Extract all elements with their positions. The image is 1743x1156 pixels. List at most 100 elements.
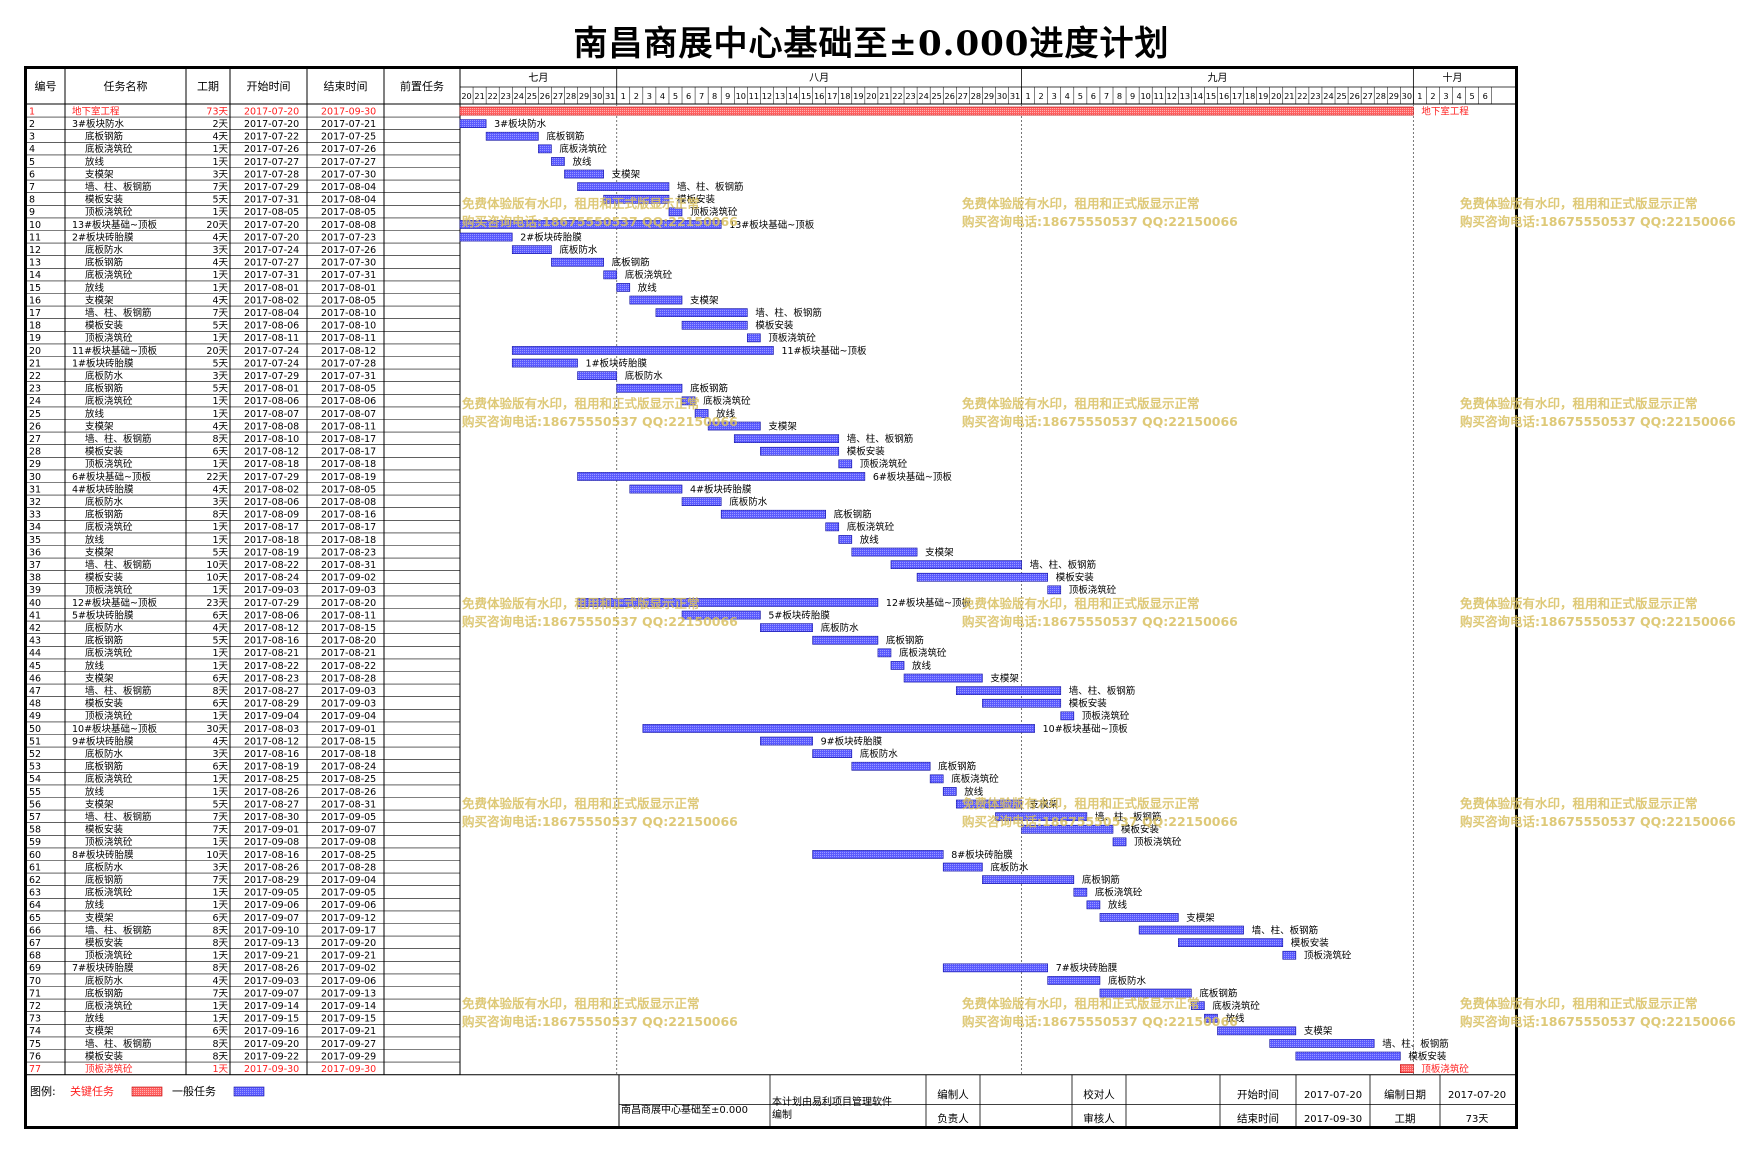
task-bar[interactable] bbox=[577, 598, 879, 607]
task-bar[interactable] bbox=[733, 434, 840, 444]
task-bar[interactable] bbox=[838, 535, 853, 544]
task-bar[interactable] bbox=[1099, 988, 1192, 998]
table-row[interactable]: 3 底板钢筋 4天 2017-07-22 2017-07-25 bbox=[26, 131, 460, 143]
task-bar[interactable] bbox=[511, 245, 552, 255]
task-bar[interactable] bbox=[681, 610, 761, 620]
task-bar[interactable] bbox=[551, 257, 604, 267]
table-row[interactable]: 60 8#板块砖胎膜 10天 2017-08-16 2017-08-25 bbox=[26, 849, 460, 861]
task-bar[interactable] bbox=[720, 509, 826, 519]
task-bar[interactable] bbox=[511, 346, 774, 355]
table-row[interactable]: 29 顶板浇筑砼 1天 2017-08-18 2017-08-18 bbox=[26, 458, 460, 470]
task-bar[interactable] bbox=[616, 383, 683, 393]
task-bar[interactable] bbox=[707, 421, 761, 431]
task-bar[interactable] bbox=[942, 862, 983, 872]
task-bar[interactable] bbox=[564, 169, 604, 179]
table-row[interactable]: 24 底板浇筑砼 1天 2017-08-06 2017-08-06 bbox=[26, 395, 460, 407]
table-row[interactable]: 25 放线 1天 2017-08-07 2017-08-07 bbox=[26, 408, 460, 420]
task-bar[interactable] bbox=[995, 812, 1088, 821]
task-bar[interactable] bbox=[485, 131, 539, 141]
task-bar[interactable] bbox=[1400, 1064, 1414, 1073]
table-row[interactable]: 12 底板防水 3天 2017-07-24 2017-07-26 bbox=[26, 244, 460, 256]
table-row[interactable]: 31 4#板块砖胎膜 4天 2017-08-02 2017-08-05 bbox=[26, 483, 460, 496]
task-bar[interactable] bbox=[1191, 1001, 1205, 1010]
task-bar[interactable] bbox=[812, 850, 944, 859]
task-bar[interactable] bbox=[1021, 824, 1114, 834]
table-row[interactable]: 63 底板浇筑砼 1天 2017-09-05 2017-09-05 bbox=[26, 887, 460, 899]
table-row[interactable]: 41 5#板块砖胎膜 6天 2017-08-06 2017-08-11 bbox=[26, 609, 460, 621]
task-bar[interactable] bbox=[577, 371, 618, 381]
table-row[interactable]: 66 墙、柱、板钢筋 8天 2017-09-10 2017-09-17 bbox=[26, 924, 460, 936]
table-row[interactable]: 16 支模架 4天 2017-08-02 2017-08-05 bbox=[26, 294, 460, 307]
task-bar[interactable] bbox=[851, 547, 918, 557]
task-bar[interactable] bbox=[603, 270, 618, 280]
task-bar[interactable] bbox=[812, 635, 879, 645]
task-bar[interactable] bbox=[577, 472, 866, 481]
table-row[interactable]: 54 底板浇筑砼 1天 2017-08-25 2017-08-25 bbox=[26, 773, 460, 786]
task-bar[interactable] bbox=[603, 194, 670, 204]
task-bar[interactable] bbox=[877, 648, 892, 658]
table-row[interactable]: 65 支模架 6天 2017-09-07 2017-09-12 bbox=[26, 912, 460, 924]
table-row[interactable]: 15 放线 1天 2017-08-01 2017-08-01 bbox=[26, 282, 460, 294]
table-row[interactable]: 33 底板钢筋 8天 2017-08-09 2017-08-16 bbox=[26, 509, 460, 521]
table-row[interactable]: 74 支模架 6天 2017-09-16 2017-09-21 bbox=[26, 1025, 460, 1038]
table-row[interactable]: 5 放线 1天 2017-07-27 2017-07-27 bbox=[26, 156, 460, 168]
task-bar[interactable] bbox=[1217, 1026, 1297, 1036]
table-row[interactable]: 17 墙、柱、板钢筋 7天 2017-08-04 2017-08-10 bbox=[26, 307, 460, 320]
table-row[interactable]: 20 11#板块基础~顶板 20天 2017-07-24 2017-08-12 bbox=[26, 345, 460, 357]
table-row[interactable]: 18 模板安装 5天 2017-08-06 2017-08-10 bbox=[26, 320, 460, 332]
table-row[interactable]: 39 顶板浇筑砼 1天 2017-09-03 2017-09-03 bbox=[26, 584, 460, 597]
table-row[interactable]: 50 10#板块基础~顶板 30天 2017-08-03 2017-09-01 bbox=[26, 723, 460, 735]
task-bar[interactable] bbox=[459, 220, 722, 229]
task-bar[interactable] bbox=[681, 396, 696, 406]
table-row[interactable]: 64 放线 1天 2017-09-06 2017-09-06 bbox=[26, 899, 460, 912]
table-row[interactable]: 68 顶板浇筑砼 1天 2017-09-21 2017-09-21 bbox=[26, 950, 460, 962]
task-bar[interactable] bbox=[1282, 950, 1297, 960]
table-row[interactable]: 40 12#板块基础~顶板 23天 2017-07-29 2017-08-20 bbox=[26, 597, 460, 609]
table-row[interactable]: 44 底板浇筑砼 1天 2017-08-21 2017-08-21 bbox=[26, 647, 460, 660]
task-bar[interactable] bbox=[942, 963, 1048, 973]
task-bar[interactable] bbox=[838, 459, 853, 469]
table-row[interactable]: 28 模板安装 6天 2017-08-12 2017-08-17 bbox=[26, 446, 460, 458]
table-row[interactable]: 43 底板钢筋 5天 2017-08-16 2017-08-20 bbox=[26, 635, 460, 647]
task-bar[interactable] bbox=[760, 623, 813, 632]
task-bar[interactable] bbox=[629, 484, 683, 494]
task-bar[interactable] bbox=[538, 144, 552, 154]
table-row[interactable]: 56 支模架 5天 2017-08-27 2017-08-31 bbox=[26, 798, 460, 810]
table-row[interactable]: 53 底板钢筋 6天 2017-08-19 2017-08-24 bbox=[26, 761, 460, 773]
table-row[interactable]: 57 墙、柱、板钢筋 7天 2017-08-30 2017-09-05 bbox=[26, 811, 460, 824]
table-row[interactable]: 35 放线 1天 2017-08-18 2017-08-18 bbox=[26, 534, 460, 546]
table-row[interactable]: 34 底板浇筑砼 1天 2017-08-17 2017-08-17 bbox=[26, 521, 460, 534]
task-bar[interactable] bbox=[577, 182, 670, 192]
table-row[interactable]: 69 7#板块砖胎膜 8天 2017-08-26 2017-09-02 bbox=[26, 962, 460, 975]
table-row[interactable]: 71 底板钢筋 7天 2017-09-07 2017-09-13 bbox=[26, 987, 460, 999]
task-bar[interactable] bbox=[681, 320, 748, 330]
task-bar[interactable] bbox=[642, 724, 1035, 733]
task-bar[interactable] bbox=[1073, 887, 1088, 897]
table-row[interactable]: 19 顶板浇筑砼 1天 2017-08-11 2017-08-11 bbox=[26, 332, 460, 344]
table-row[interactable]: 52 底板防水 3天 2017-08-16 2017-08-18 bbox=[26, 748, 460, 761]
task-bar[interactable] bbox=[655, 308, 748, 318]
task-bar[interactable] bbox=[929, 774, 944, 784]
table-row[interactable]: 32 底板防水 3天 2017-08-06 2017-08-08 bbox=[26, 496, 460, 509]
table-row[interactable]: 77 顶板浇筑砼 1天 2017-09-30 2017-09-30 bbox=[26, 1063, 460, 1075]
task-bar[interactable] bbox=[459, 119, 487, 128]
table-row[interactable]: 6 支模架 3天 2017-07-28 2017-07-30 bbox=[26, 168, 460, 181]
table-row[interactable]: 11 2#板块砖胎膜 4天 2017-07-20 2017-07-23 bbox=[26, 231, 460, 244]
table-row[interactable]: 30 6#板块基础~顶板 22天 2017-07-29 2017-08-19 bbox=[26, 471, 460, 483]
table-row[interactable]: 46 支模架 6天 2017-08-23 2017-08-28 bbox=[26, 672, 460, 684]
table-row[interactable]: 36 支模架 5天 2017-08-19 2017-08-23 bbox=[26, 546, 460, 558]
task-bar[interactable] bbox=[511, 358, 578, 368]
table-row[interactable]: 37 墙、柱、板钢筋 10天 2017-08-22 2017-08-31 bbox=[26, 559, 460, 572]
task-bar[interactable] bbox=[616, 283, 631, 292]
table-row[interactable]: 58 模板安装 7天 2017-09-01 2017-09-07 bbox=[26, 824, 460, 836]
task-bar[interactable] bbox=[1269, 1039, 1375, 1048]
task-bar[interactable] bbox=[1047, 585, 1062, 595]
table-row[interactable]: 62 底板钢筋 7天 2017-08-29 2017-09-04 bbox=[26, 874, 460, 887]
task-bar[interactable] bbox=[1086, 900, 1101, 910]
task-bar[interactable] bbox=[1138, 925, 1244, 935]
table-row[interactable]: 27 墙、柱、板钢筋 8天 2017-08-10 2017-08-17 bbox=[26, 433, 460, 446]
table-row[interactable]: 14 底板浇筑砼 1天 2017-07-31 2017-07-31 bbox=[26, 269, 460, 281]
table-row[interactable]: 42 底板防水 4天 2017-08-12 2017-08-15 bbox=[26, 622, 460, 635]
table-row[interactable]: 51 9#板块砖胎膜 4天 2017-08-12 2017-08-15 bbox=[26, 735, 460, 747]
task-bar[interactable] bbox=[903, 673, 983, 683]
